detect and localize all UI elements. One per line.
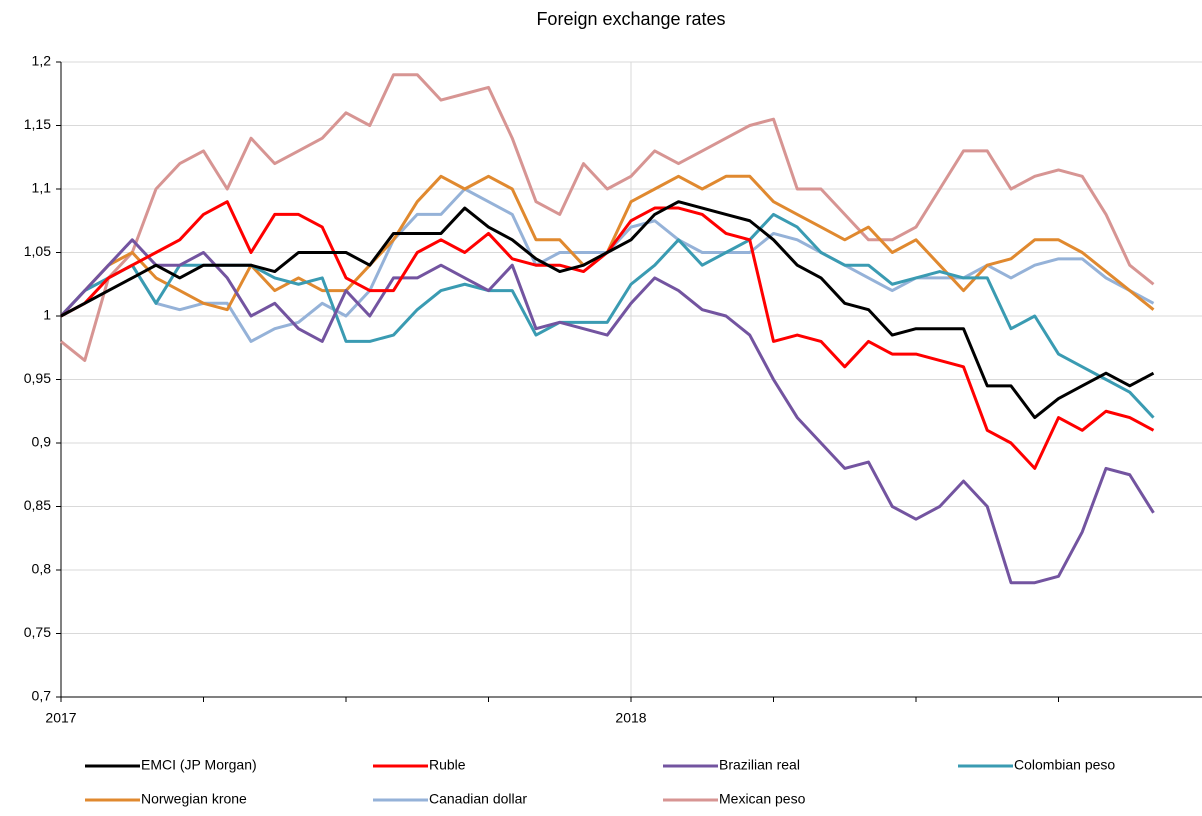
legend-label: Colombian peso — [1014, 757, 1115, 773]
y-tick-label: 0,9 — [32, 434, 52, 450]
series-line — [59, 238, 1155, 585]
y-tick-label: 0,95 — [24, 370, 51, 386]
y-tick-label: 1,05 — [24, 243, 51, 259]
series-line — [59, 174, 1155, 318]
legend-label: Norwegian krone — [141, 791, 247, 807]
legend-label: Canadian dollar — [429, 791, 527, 807]
y-tick-label: 1,15 — [24, 116, 51, 132]
series-line — [60, 73, 1155, 362]
legend-label: Brazilian real — [719, 757, 800, 773]
y-tick-label: 0,75 — [24, 624, 51, 640]
y-tick-label: 0,8 — [32, 561, 52, 577]
y-tick-label: 1,1 — [32, 180, 52, 196]
legend-label: EMCI (JP Morgan) — [141, 757, 257, 773]
y-tick-label: 1 — [43, 307, 51, 323]
legend-label: Mexican peso — [719, 791, 806, 807]
y-tick-label: 1,2 — [32, 53, 52, 69]
chart-title: Foreign exchange rates — [536, 9, 725, 29]
y-tick-label: 0,7 — [32, 688, 52, 704]
series-line — [60, 200, 1155, 420]
legend-label: Ruble — [429, 757, 466, 773]
y-tick-label: 0,85 — [24, 497, 51, 513]
x-tick-label: 2018 — [615, 710, 646, 726]
x-tick-label: 2017 — [45, 710, 76, 726]
